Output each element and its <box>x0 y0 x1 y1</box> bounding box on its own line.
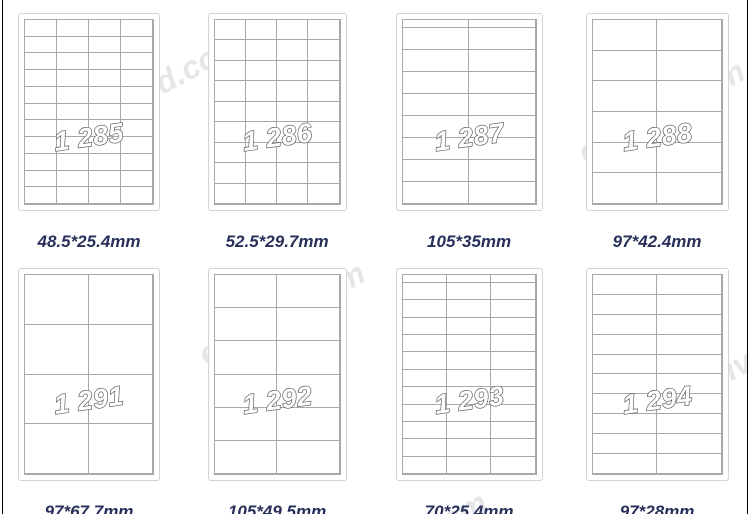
svg-text:1 291: 1 291 <box>52 380 126 419</box>
svg-text:1 294: 1 294 <box>620 380 694 419</box>
svg-text:1 288: 1 288 <box>620 117 694 156</box>
svg-text:1 287: 1 287 <box>432 117 507 157</box>
svg-text:1 292: 1 292 <box>240 380 314 419</box>
svg-text:1 286: 1 286 <box>240 117 314 157</box>
svg-text:1 293: 1 293 <box>432 380 506 419</box>
svg-text:1 285: 1 285 <box>52 117 126 157</box>
